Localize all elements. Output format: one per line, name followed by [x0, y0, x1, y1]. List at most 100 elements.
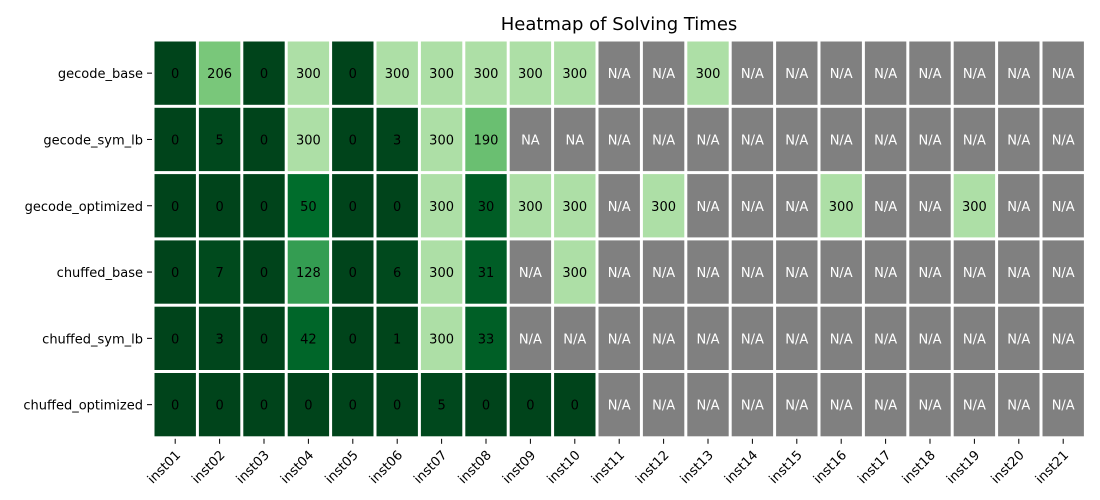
cell-value-label: 0	[215, 399, 223, 414]
column-label-inst07: inst07	[411, 448, 450, 487]
heatmap-cell-chuffed_base-inst01	[154, 240, 196, 304]
heatmap-cell-chuffed_sym_lb-inst02	[198, 306, 241, 370]
column-label-inst10: inst10	[545, 448, 584, 487]
cell-value-label: N/A	[785, 266, 808, 281]
heatmap-cell-chuffed_sym_lb-inst18	[909, 306, 951, 370]
cell-value-label: 0	[349, 332, 357, 347]
row-label-gecode_sym_lb: gecode_sym_lb	[43, 133, 143, 148]
heatmap-cell-chuffed_sym_lb-inst15	[776, 306, 818, 370]
cell-value-label: N/A	[741, 67, 764, 82]
heatmap-cell-chuffed_sym_lb-inst12	[642, 306, 685, 370]
cell-value-label: N/A	[563, 332, 586, 347]
cell-value-label: 300	[296, 133, 321, 148]
cell-value-label: N/A	[519, 332, 542, 347]
cell-value-label: 300	[962, 200, 987, 215]
row-label-chuffed_optimized: chuffed_optimized	[23, 399, 143, 414]
cell-value-label: N/A	[608, 332, 631, 347]
heatmap-cell-chuffed_optimized-inst17	[864, 373, 907, 437]
column-label-inst15: inst15	[767, 448, 806, 487]
cell-value-label: N/A	[1007, 266, 1030, 281]
cell-value-label: N/A	[697, 399, 720, 414]
cell-value-label: N/A	[1007, 200, 1030, 215]
cell-value-label: 6	[393, 266, 401, 281]
cell-value-label: N/A	[1007, 399, 1030, 414]
heatmap-cell-gecode_base-inst11	[598, 41, 640, 105]
heatmap-cell-chuffed_base-inst04	[287, 240, 330, 304]
column-label-inst01: inst01	[145, 448, 184, 487]
cell-value-label: 33	[478, 332, 495, 347]
heatmap-cell-chuffed_sym_lb-inst19	[953, 306, 996, 370]
heatmap-cell-chuffed_optimized-inst10	[554, 373, 596, 437]
column-label-inst13: inst13	[678, 448, 717, 487]
heatmap-cell-gecode_optimized-inst08	[465, 174, 507, 238]
cell-value-label: N/A	[741, 200, 764, 215]
cell-value-label: 206	[207, 67, 232, 82]
cell-value-label: N/A	[1052, 133, 1075, 148]
cell-value-label: N/A	[1007, 332, 1030, 347]
heatmap-cell-chuffed_optimized-inst06	[376, 373, 418, 437]
cell-value-label: 0	[260, 133, 268, 148]
heatmap-cell-chuffed_sym_lb-inst14	[731, 306, 774, 370]
heatmap-cell-chuffed_base-inst10	[554, 240, 596, 304]
column-label-inst20: inst20	[989, 448, 1028, 487]
heatmap-cell-gecode_sym_lb-inst07	[420, 107, 463, 172]
heatmap-cell-chuffed_optimized-inst01	[154, 373, 196, 437]
heatmap-cell-gecode_optimized-inst19	[953, 174, 996, 238]
cell-value-label: 0	[393, 399, 401, 414]
column-label-inst05: inst05	[323, 448, 362, 487]
heatmap-cell-gecode_base-inst02	[198, 41, 241, 105]
cell-value-label: N/A	[608, 67, 631, 82]
heatmap-cell-gecode_optimized-inst11	[598, 174, 640, 238]
heatmap-cell-gecode_optimized-inst20	[998, 174, 1040, 238]
cell-value-label: 300	[429, 67, 454, 82]
heatmap-cell-chuffed_sym_lb-inst13	[687, 306, 729, 370]
cell-value-label: 300	[518, 200, 543, 215]
heatmap-cell-gecode_optimized-inst21	[1042, 174, 1084, 238]
cell-value-label: N/A	[608, 200, 631, 215]
heatmap-cell-chuffed_base-inst11	[598, 240, 640, 304]
row-label-gecode_optimized: gecode_optimized	[25, 200, 143, 215]
heatmap-cell-chuffed_sym_lb-inst20	[998, 306, 1040, 370]
cell-value-label: N/A	[919, 332, 942, 347]
row-label-gecode_base: gecode_base	[58, 67, 143, 82]
cell-value-label: 7	[215, 266, 223, 281]
heatmap-cell-chuffed_base-inst13	[687, 240, 729, 304]
cell-value-label: 300	[696, 67, 721, 82]
column-labels: inst01 inst02 inst03 inst04 inst05 inst06 inst…	[145, 438, 1072, 487]
heatmap-cell-gecode_base-inst16	[820, 41, 862, 105]
cell-value-label: 300	[562, 67, 587, 82]
column-label-inst06: inst06	[367, 448, 406, 487]
cell-value-label: N/A	[1052, 266, 1075, 281]
heatmap-cell-gecode_base-inst04	[287, 41, 330, 105]
cell-value-label: 300	[474, 67, 499, 82]
cell-value-label: 0	[260, 399, 268, 414]
heatmap-cell-gecode_sym_lb-inst06	[376, 107, 418, 172]
heatmap-cell-chuffed_base-inst18	[909, 240, 951, 304]
column-label-inst04: inst04	[278, 448, 317, 487]
cell-value-label: N/A	[652, 266, 675, 281]
cell-value-label: 0	[260, 332, 268, 347]
cell-value-label: N/A	[874, 67, 897, 82]
heatmap-cell-gecode_sym_lb-inst12	[642, 107, 685, 172]
cell-value-label: N/A	[919, 200, 942, 215]
cell-value-label: N/A	[963, 332, 986, 347]
heatmap-cell-chuffed_sym_lb-inst06	[376, 306, 418, 370]
heatmap-cell-chuffed_base-inst02	[198, 240, 241, 304]
heatmap-cell-gecode_sym_lb-inst05	[332, 107, 374, 172]
heatmap-cell-chuffed_sym_lb-inst16	[820, 306, 862, 370]
cell-value-label: N/A	[741, 332, 764, 347]
heatmap-cell-gecode_optimized-inst16	[820, 174, 862, 238]
heatmap-cell-gecode_optimized-inst05	[332, 174, 374, 238]
cell-value-label: N/A	[1052, 200, 1075, 215]
heatmap-cell-gecode_base-inst08	[465, 41, 507, 105]
heatmap-cell-gecode_sym_lb-inst20	[998, 107, 1040, 172]
row-label-chuffed_sym_lb: chuffed_sym_lb	[42, 332, 143, 347]
cell-value-label: 3	[393, 133, 401, 148]
cell-value-label: N/A	[1007, 67, 1030, 82]
heatmap-cell-gecode_base-inst09	[509, 41, 552, 105]
heatmap-cell-gecode_optimized-inst07	[420, 174, 463, 238]
cell-value-label: 0	[171, 133, 179, 148]
heatmap-cell-gecode_base-inst07	[420, 41, 463, 105]
cell-value-label: NA	[521, 133, 540, 148]
